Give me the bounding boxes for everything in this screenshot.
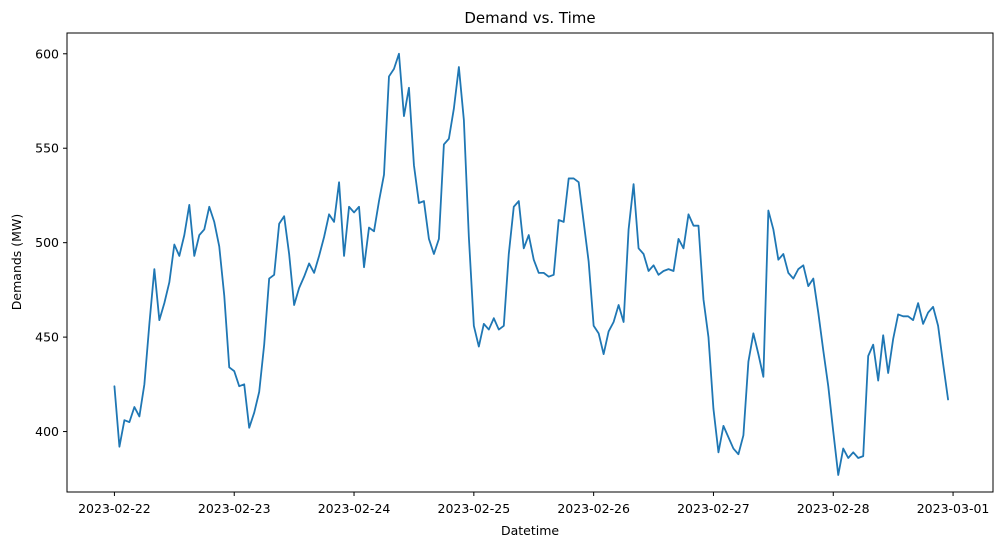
x-tick-label: 2023-03-01 <box>917 501 990 516</box>
x-tick-label: 2023-02-27 <box>677 501 750 516</box>
x-tick-label: 2023-02-22 <box>78 501 151 516</box>
x-axis: 2023-02-22 2023-02-23 2023-02-24 2023-02-25… <box>78 492 989 516</box>
y-tick-label: 600 <box>35 46 59 61</box>
x-tick-label: 2023-02-23 <box>198 501 271 516</box>
x-tick-label: 2023-02-24 <box>318 501 391 516</box>
x-axis-title: Datetime <box>501 523 559 538</box>
chart-title: Demand vs. Time <box>464 9 595 27</box>
y-tick-label: 500 <box>35 235 59 250</box>
x-tick-label: 2023-02-26 <box>557 501 630 516</box>
y-tick-label: 400 <box>35 424 59 439</box>
y-axis: 400 450 500 550 600 <box>35 46 67 439</box>
y-tick-label: 550 <box>35 141 59 156</box>
x-tick-label: 2023-02-28 <box>797 501 870 516</box>
x-tick-label: 2023-02-25 <box>438 501 511 516</box>
y-tick-label: 450 <box>35 330 59 345</box>
plot-area <box>66 32 994 493</box>
y-axis-title: Demands (MW) <box>9 214 24 310</box>
series-line <box>113 52 949 476</box>
